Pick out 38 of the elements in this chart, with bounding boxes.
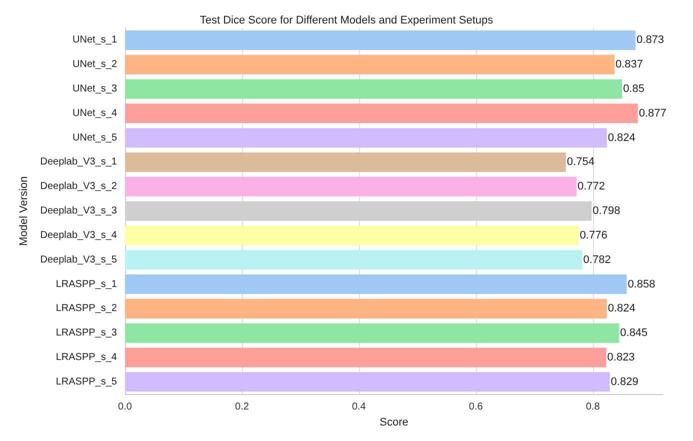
y-tick-label: LRASPP_s_1 [56, 278, 118, 290]
data-label: 0.754 [566, 156, 594, 168]
y-tick-label: Deeplab_V3_s_1 [40, 156, 118, 168]
x-tick-label: 0.4 [352, 402, 366, 413]
y-tick-label: LRASPP_s_4 [56, 352, 118, 363]
data-label: 0.858 [628, 278, 656, 290]
data-label: 0.85 [623, 83, 644, 96]
data-label: 0.824 [608, 132, 636, 144]
y-axis-title: Model Version [18, 176, 30, 246]
data-label: 0.798 [592, 205, 620, 218]
data-label: 0.782 [583, 254, 611, 266]
x-tick-label: 0.2 [235, 402, 250, 413]
data-label: 0.845 [620, 327, 648, 340]
y-tick-label: UNet_s_5 [72, 132, 118, 144]
y-tick-label: LRASPP_s_5 [56, 376, 118, 388]
data-label: 0.772 [577, 180, 605, 193]
y-tick-label: Deeplab_V3_s_5 [40, 254, 118, 266]
x-tick-label: 0.0 [118, 402, 132, 413]
y-tick-label: UNet_s_4 [72, 108, 118, 119]
x-axis-title: Score [380, 416, 408, 428]
data-label: 0.823 [607, 351, 635, 364]
y-tick-label: LRASPP_s_3 [56, 328, 118, 339]
data-label: 0.776 [580, 229, 608, 242]
x-tick-label: 0.6 [468, 402, 484, 413]
y-tick-label: UNet_s_3 [72, 84, 118, 95]
y-tick-label: Deeplab_V3_s_3 [40, 206, 118, 217]
data-label: 0.877 [638, 107, 666, 120]
data-label: 0.837 [615, 58, 643, 71]
y-tick-label: Deeplab_V3_s_2 [40, 181, 118, 192]
data-label: 0.824 [608, 302, 636, 315]
y-tick-label: UNet_s_2 [72, 59, 118, 70]
y-tick-label: LRASPP_s_2 [56, 303, 118, 314]
data-label: 0.829 [610, 376, 638, 388]
y-tick-label: Deeplab_V3_s_4 [40, 230, 118, 241]
chart-title: Test Dice Score for Different Models and Experiment Setups [200, 14, 494, 26]
y-tick-label: UNet_s_1 [72, 34, 118, 46]
data-label: 0.873 [636, 34, 664, 46]
x-tick-label: 0.8 [586, 402, 600, 413]
